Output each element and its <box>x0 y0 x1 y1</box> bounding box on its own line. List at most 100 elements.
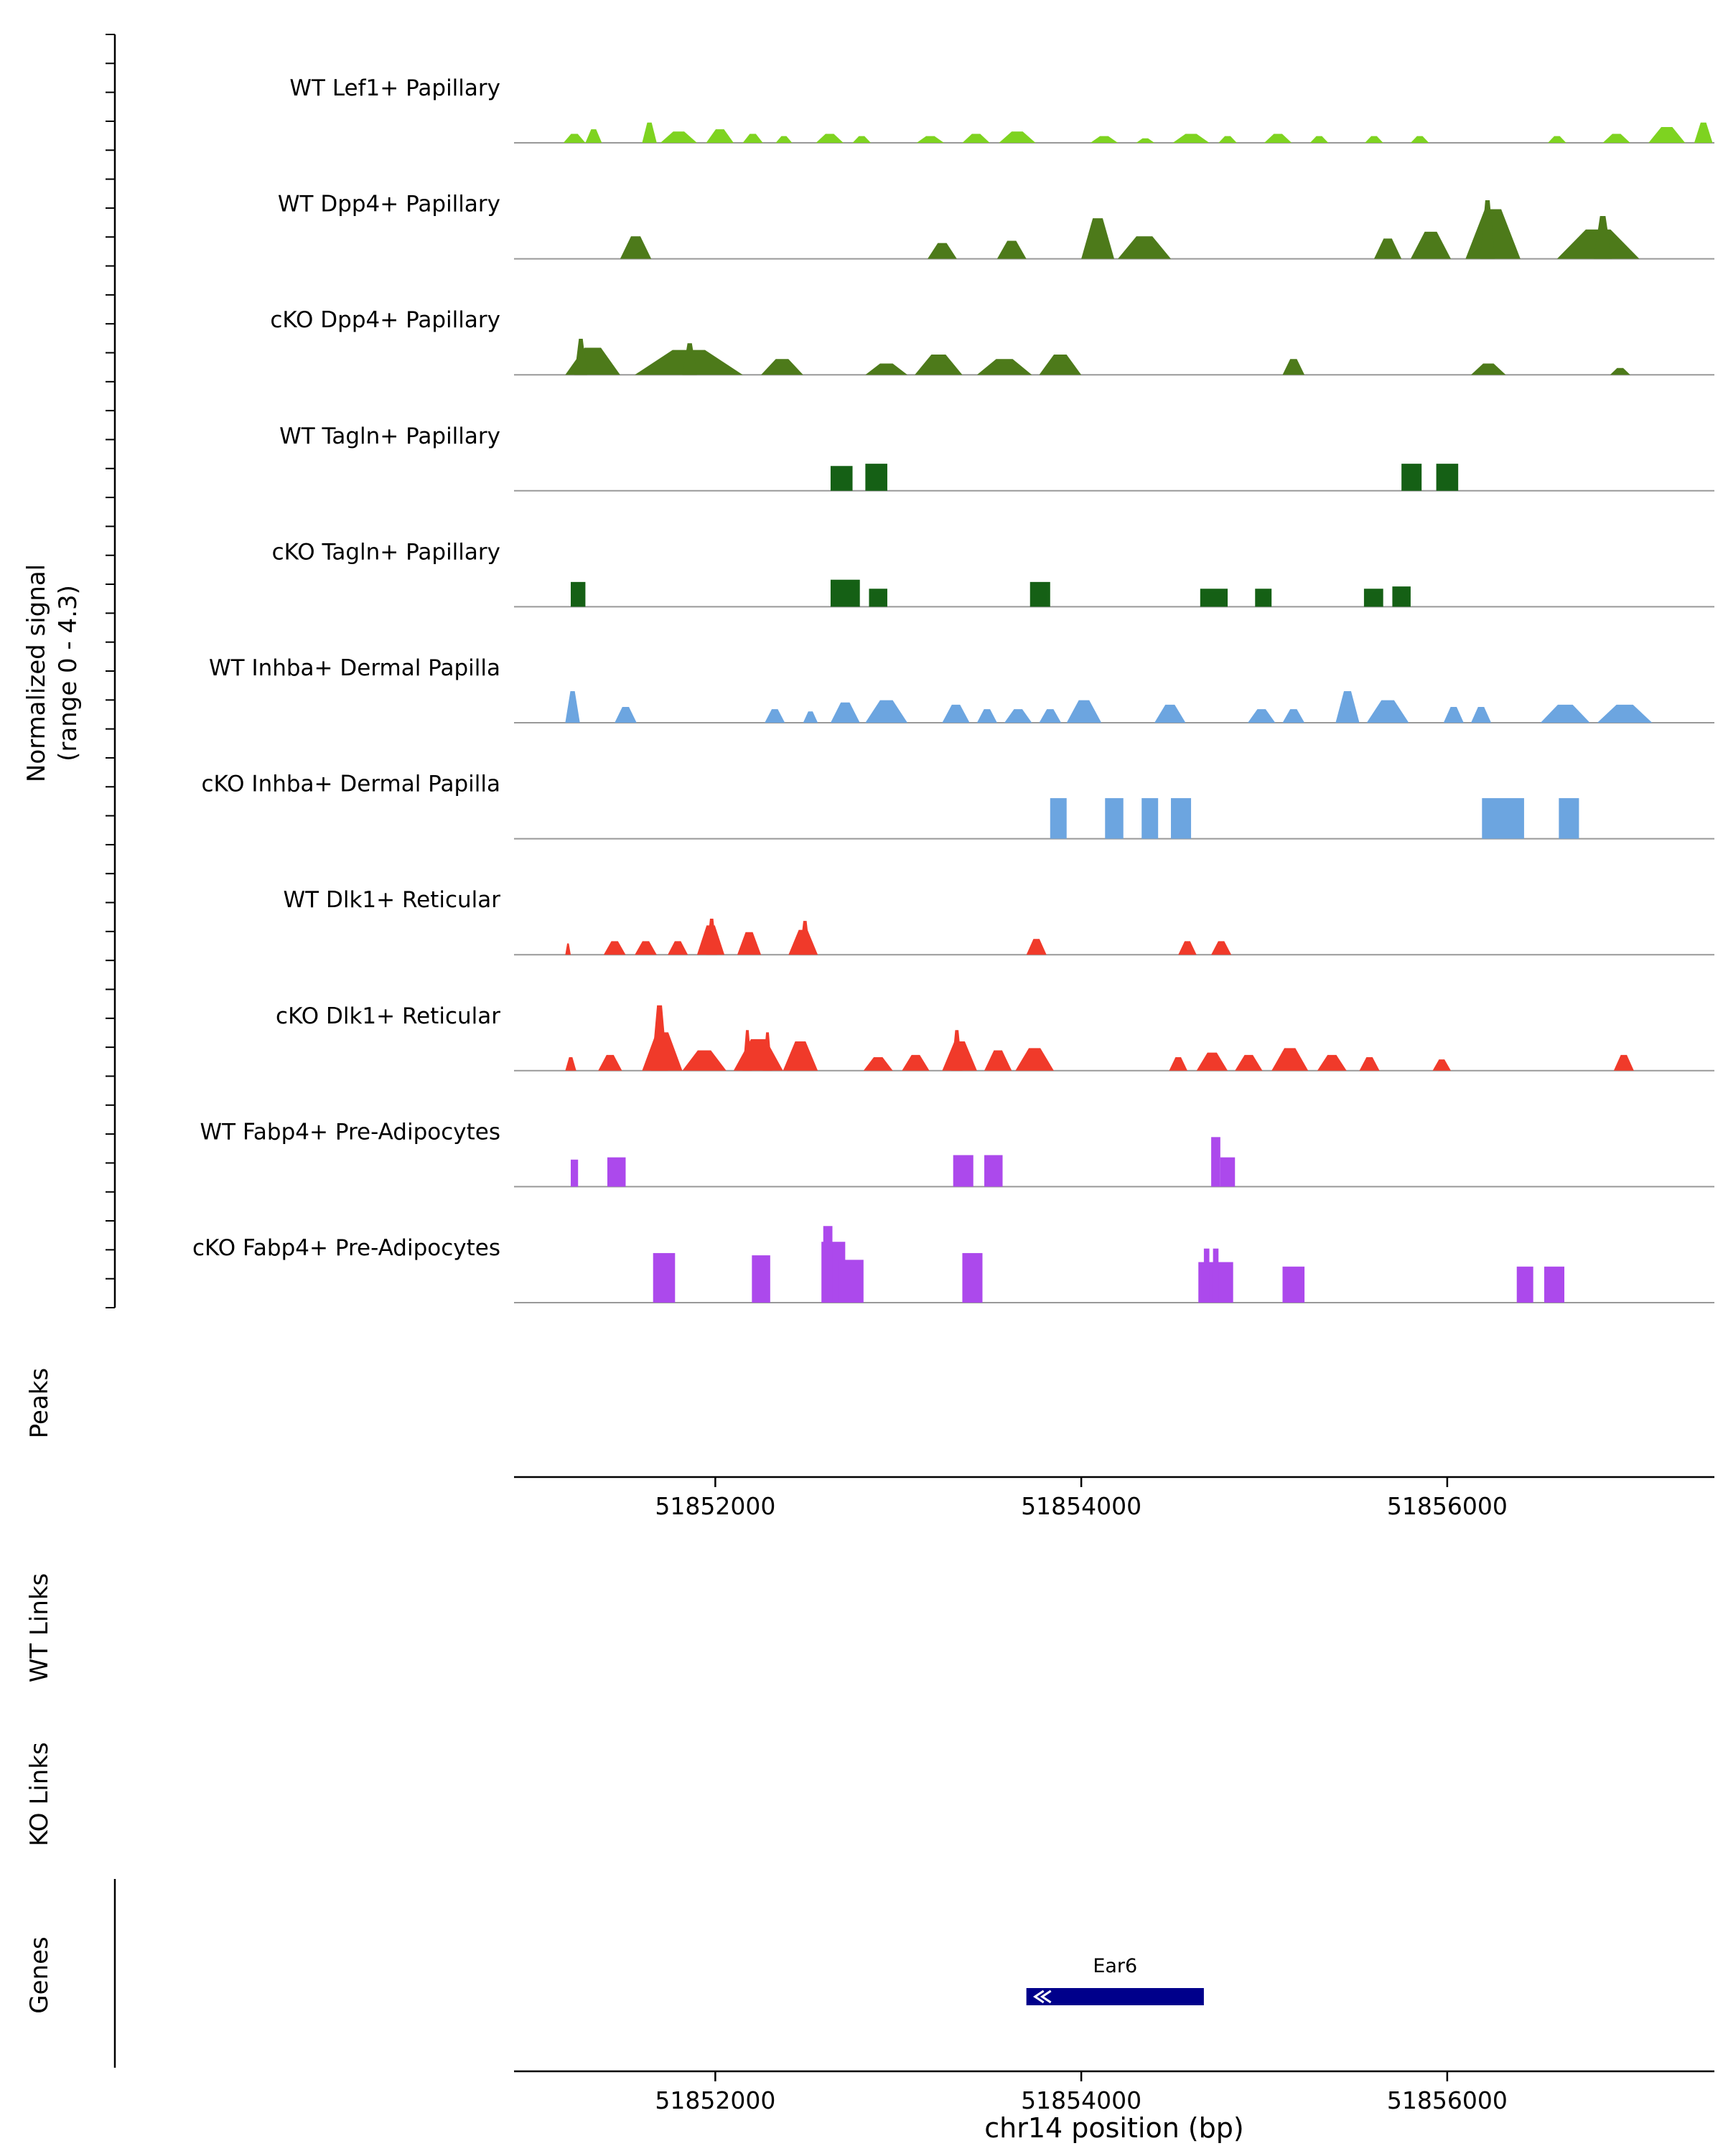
signal-peak <box>1090 136 1119 143</box>
signal-peak <box>1213 1248 1219 1303</box>
signal-peak <box>737 932 762 955</box>
signal-peak <box>976 359 1032 375</box>
signal-peak <box>1359 1056 1380 1071</box>
signal-peak <box>1694 122 1713 143</box>
signal-axis-bracket <box>106 34 116 1308</box>
signal-peak <box>1516 1266 1533 1303</box>
signal-peak <box>761 359 803 375</box>
signal-peak <box>603 941 626 955</box>
signal-peak <box>1410 231 1451 259</box>
signal-peak <box>1602 133 1630 143</box>
signal-track: WT Tagln+ Papillary <box>279 423 1714 492</box>
track-label: cKO Dlk1+ Reticular <box>276 1003 500 1029</box>
signal-peak <box>642 122 657 143</box>
signal-peak <box>1282 1266 1305 1303</box>
signal-peak <box>1410 136 1429 143</box>
signal-peak <box>1081 218 1114 259</box>
signal-peak <box>1366 700 1409 723</box>
signal-peak <box>1050 798 1067 839</box>
signal-peak <box>565 943 571 955</box>
signal-peak <box>1172 133 1210 143</box>
signal-peak <box>1363 589 1383 607</box>
signal-peak <box>1264 133 1292 143</box>
signal-peak <box>1141 798 1159 839</box>
signal-track: cKO Dlk1+ Reticular <box>276 1003 1714 1072</box>
track-label: WT Tagln+ Papillary <box>279 423 500 449</box>
signal-peak <box>1401 464 1422 491</box>
signal-peak <box>1154 704 1186 723</box>
signal-peak <box>563 133 586 143</box>
signal-peak <box>1544 1266 1564 1303</box>
signal-peak <box>869 589 887 607</box>
signal-peak <box>865 700 907 723</box>
track-label: WT Fabp4+ Pre-Adipocytes <box>200 1119 501 1145</box>
signal-peak <box>830 466 853 491</box>
signal-peak <box>1309 136 1329 143</box>
signal-peak <box>799 921 811 955</box>
signal-peak <box>752 1255 770 1303</box>
signal-peak <box>962 1252 983 1303</box>
signal-peak <box>1282 359 1305 375</box>
signal-peak <box>942 704 970 723</box>
signal-peak <box>1015 1048 1054 1071</box>
section-label-ko-links: KO Links <box>25 1742 54 1846</box>
signal-peak <box>1471 707 1492 723</box>
signal-peak <box>1039 709 1062 723</box>
signal-peak <box>635 941 657 955</box>
section-label-wt-links: WT Links <box>25 1573 54 1683</box>
signal-peak <box>585 129 602 143</box>
signal-peak <box>916 136 944 143</box>
signal-peak <box>607 1157 626 1187</box>
signal-peak <box>1593 215 1612 259</box>
signal-peak <box>1282 709 1305 723</box>
signal-peak <box>863 1056 893 1071</box>
signal-peak <box>803 711 818 723</box>
signal-peak <box>706 918 717 955</box>
signal-peak <box>1271 1048 1309 1071</box>
signal-peak <box>984 1050 1012 1071</box>
axis-tick-label: 51854000 <box>1021 2086 1141 2114</box>
axis-tick-label: 51856000 <box>1387 1492 1508 1520</box>
gene-strand-arrow <box>1040 1989 1052 2004</box>
signal-peak <box>1365 136 1383 143</box>
signal-peak <box>1443 707 1464 723</box>
signal-peak <box>1200 589 1228 607</box>
bottom-x-axis: 51852000 51854000 51856000 <box>514 2070 1714 2114</box>
signal-peak <box>565 691 580 723</box>
signal-peak <box>783 1041 818 1071</box>
signal-peak <box>1105 798 1124 839</box>
signal-peak <box>1648 127 1686 143</box>
signal-peak <box>1220 1157 1236 1187</box>
signal-peak <box>565 1056 576 1071</box>
signal-peak <box>1004 709 1032 723</box>
signal-peak <box>823 1226 833 1303</box>
track-label: WT Dlk1+ Reticular <box>284 887 501 913</box>
signal-peak <box>682 1050 727 1071</box>
x-axis-label: chr14 position (bp) <box>984 2112 1244 2144</box>
signal-peak <box>682 343 697 375</box>
signal-peak <box>1211 941 1232 955</box>
signal-peak <box>962 133 990 143</box>
track-label: cKO Fabp4+ Pre-Adipocytes <box>192 1235 500 1261</box>
signal-peak <box>598 1054 622 1071</box>
signal-peak <box>1317 1054 1347 1071</box>
signal-peak <box>574 338 587 375</box>
signal-peak <box>742 1030 752 1071</box>
signal-peak <box>615 707 637 723</box>
signal-peak <box>1255 589 1272 607</box>
track-label: cKO Dpp4+ Papillary <box>270 307 500 333</box>
signal-tracks: WT Lef1+ Papillary WT Dpp4+ Papillary cKO … <box>192 75 1714 1303</box>
signal-peak <box>951 1030 963 1071</box>
section-label-peaks: Peaks <box>25 1368 54 1438</box>
signal-peak <box>571 1159 579 1187</box>
axis-tick-label: 51852000 <box>655 2086 775 2114</box>
signal-peak <box>660 131 697 143</box>
signal-track: WT Inhba+ Dermal Papilla <box>209 655 1714 723</box>
signal-peak <box>1613 1054 1634 1071</box>
signal-peak <box>1026 939 1047 955</box>
signal-peak <box>1066 700 1102 723</box>
signal-peak <box>984 1155 1003 1187</box>
section-label-genes: Genes <box>25 1936 54 2013</box>
